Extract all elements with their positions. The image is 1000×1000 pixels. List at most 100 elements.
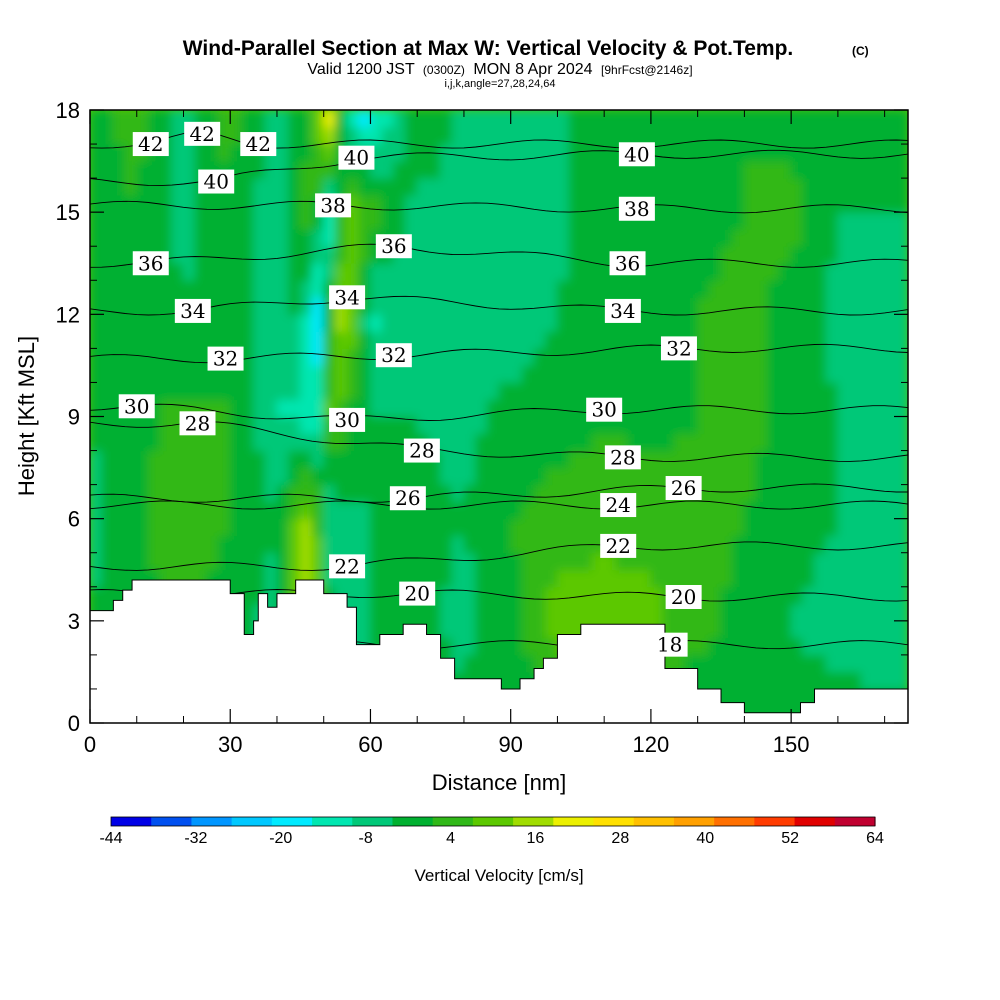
velocity-cell xyxy=(463,501,477,520)
velocity-cell xyxy=(825,433,839,452)
velocity-cell xyxy=(428,211,442,230)
velocity-cell xyxy=(767,654,780,673)
velocity-cell xyxy=(147,467,161,486)
velocity-cell xyxy=(568,569,582,588)
colorbar-swatch xyxy=(312,817,353,826)
velocity-cell xyxy=(147,518,161,537)
velocity-cell xyxy=(720,450,734,469)
velocity-cell xyxy=(802,177,816,196)
velocity-cell xyxy=(755,467,769,486)
velocity-cell xyxy=(755,535,769,554)
velocity-cell xyxy=(627,364,640,383)
velocity-cell xyxy=(568,467,582,486)
velocity-cell xyxy=(147,535,161,554)
velocity-cell xyxy=(767,313,780,332)
velocity-cell xyxy=(650,177,664,196)
velocity-cell xyxy=(416,535,430,554)
velocity-cell xyxy=(802,501,816,520)
velocity-cell xyxy=(591,279,605,298)
velocity-cell xyxy=(767,535,780,554)
velocity-cell xyxy=(895,126,908,145)
velocity-cell xyxy=(159,416,173,435)
velocity-cell xyxy=(451,586,465,605)
velocity-cell xyxy=(802,313,816,332)
theta-label-text: 38 xyxy=(624,197,649,221)
velocity-cell xyxy=(755,569,769,588)
velocity-cell xyxy=(545,110,558,128)
velocity-cell xyxy=(136,177,149,196)
velocity-cell xyxy=(872,110,886,128)
velocity-cell xyxy=(778,467,792,486)
theta-contour-label: 22 xyxy=(329,554,366,579)
velocity-cell xyxy=(568,296,582,315)
velocity-cell xyxy=(580,569,593,588)
velocity-cell xyxy=(486,143,500,162)
velocity-cell xyxy=(346,347,360,366)
velocity-cell xyxy=(837,654,851,673)
velocity-cell xyxy=(463,194,477,213)
velocity-cell xyxy=(510,586,523,605)
velocity-cell xyxy=(545,330,558,349)
velocity-cell xyxy=(521,313,535,332)
velocity-cell xyxy=(697,126,710,145)
velocity-cell xyxy=(428,535,442,554)
velocity-cell xyxy=(697,637,710,656)
velocity-cell xyxy=(136,535,149,554)
velocity-cell xyxy=(90,245,103,264)
velocity-cell xyxy=(720,177,734,196)
velocity-cell xyxy=(825,381,839,400)
velocity-cell xyxy=(638,347,652,366)
velocity-cell xyxy=(755,296,769,315)
velocity-cell xyxy=(253,569,266,588)
velocity-cell xyxy=(650,416,664,435)
velocity-cell xyxy=(521,433,535,452)
velocity-cell xyxy=(428,484,442,503)
velocity-cell xyxy=(405,296,418,315)
velocity-cell xyxy=(510,569,523,588)
theta-label-text: 38 xyxy=(320,193,345,217)
velocity-cell xyxy=(311,416,325,435)
velocity-cell xyxy=(556,586,570,605)
velocity-cell xyxy=(381,620,395,639)
velocity-cell xyxy=(778,160,792,179)
velocity-cell xyxy=(884,671,897,690)
velocity-cell xyxy=(498,484,512,503)
velocity-cell xyxy=(521,586,535,605)
velocity-cell xyxy=(147,160,161,179)
velocity-cell xyxy=(510,416,523,435)
velocity-cell xyxy=(743,347,757,366)
velocity-cell xyxy=(451,228,465,247)
theta-contour-label: 34 xyxy=(174,298,211,323)
velocity-cell xyxy=(358,535,371,554)
velocity-cell xyxy=(580,450,593,469)
velocity-cell xyxy=(428,245,442,264)
velocity-cell xyxy=(685,381,699,400)
velocity-cell xyxy=(580,552,593,571)
velocity-cell xyxy=(334,126,348,145)
velocity-cell xyxy=(673,398,687,417)
velocity-cell xyxy=(510,194,523,213)
velocity-cell xyxy=(440,467,453,486)
velocity-cell xyxy=(241,177,255,196)
velocity-cell xyxy=(276,398,290,417)
velocity-cell xyxy=(720,688,734,707)
velocity-cell xyxy=(603,467,617,486)
velocity-cell xyxy=(90,177,103,196)
velocity-cell xyxy=(521,637,535,656)
velocity-cell xyxy=(510,637,523,656)
velocity-cell xyxy=(743,160,757,179)
velocity-cell xyxy=(767,433,780,452)
velocity-cell xyxy=(334,110,348,128)
velocity-cell xyxy=(253,211,266,230)
velocity-cell xyxy=(124,518,138,537)
colorbar-tick-label: 28 xyxy=(611,830,629,847)
velocity-cell xyxy=(182,433,196,452)
velocity-cell xyxy=(662,313,675,332)
velocity-cell xyxy=(638,381,652,400)
velocity-cell xyxy=(229,110,243,128)
velocity-cell xyxy=(323,467,336,486)
velocity-cell xyxy=(895,416,908,435)
velocity-cell xyxy=(872,433,886,452)
velocity-cell xyxy=(486,245,500,264)
velocity-cell xyxy=(346,381,360,400)
